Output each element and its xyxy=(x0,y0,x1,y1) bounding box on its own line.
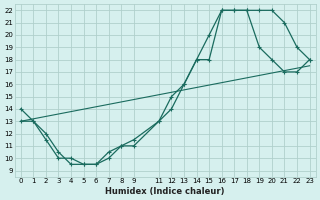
X-axis label: Humidex (Indice chaleur): Humidex (Indice chaleur) xyxy=(106,187,225,196)
